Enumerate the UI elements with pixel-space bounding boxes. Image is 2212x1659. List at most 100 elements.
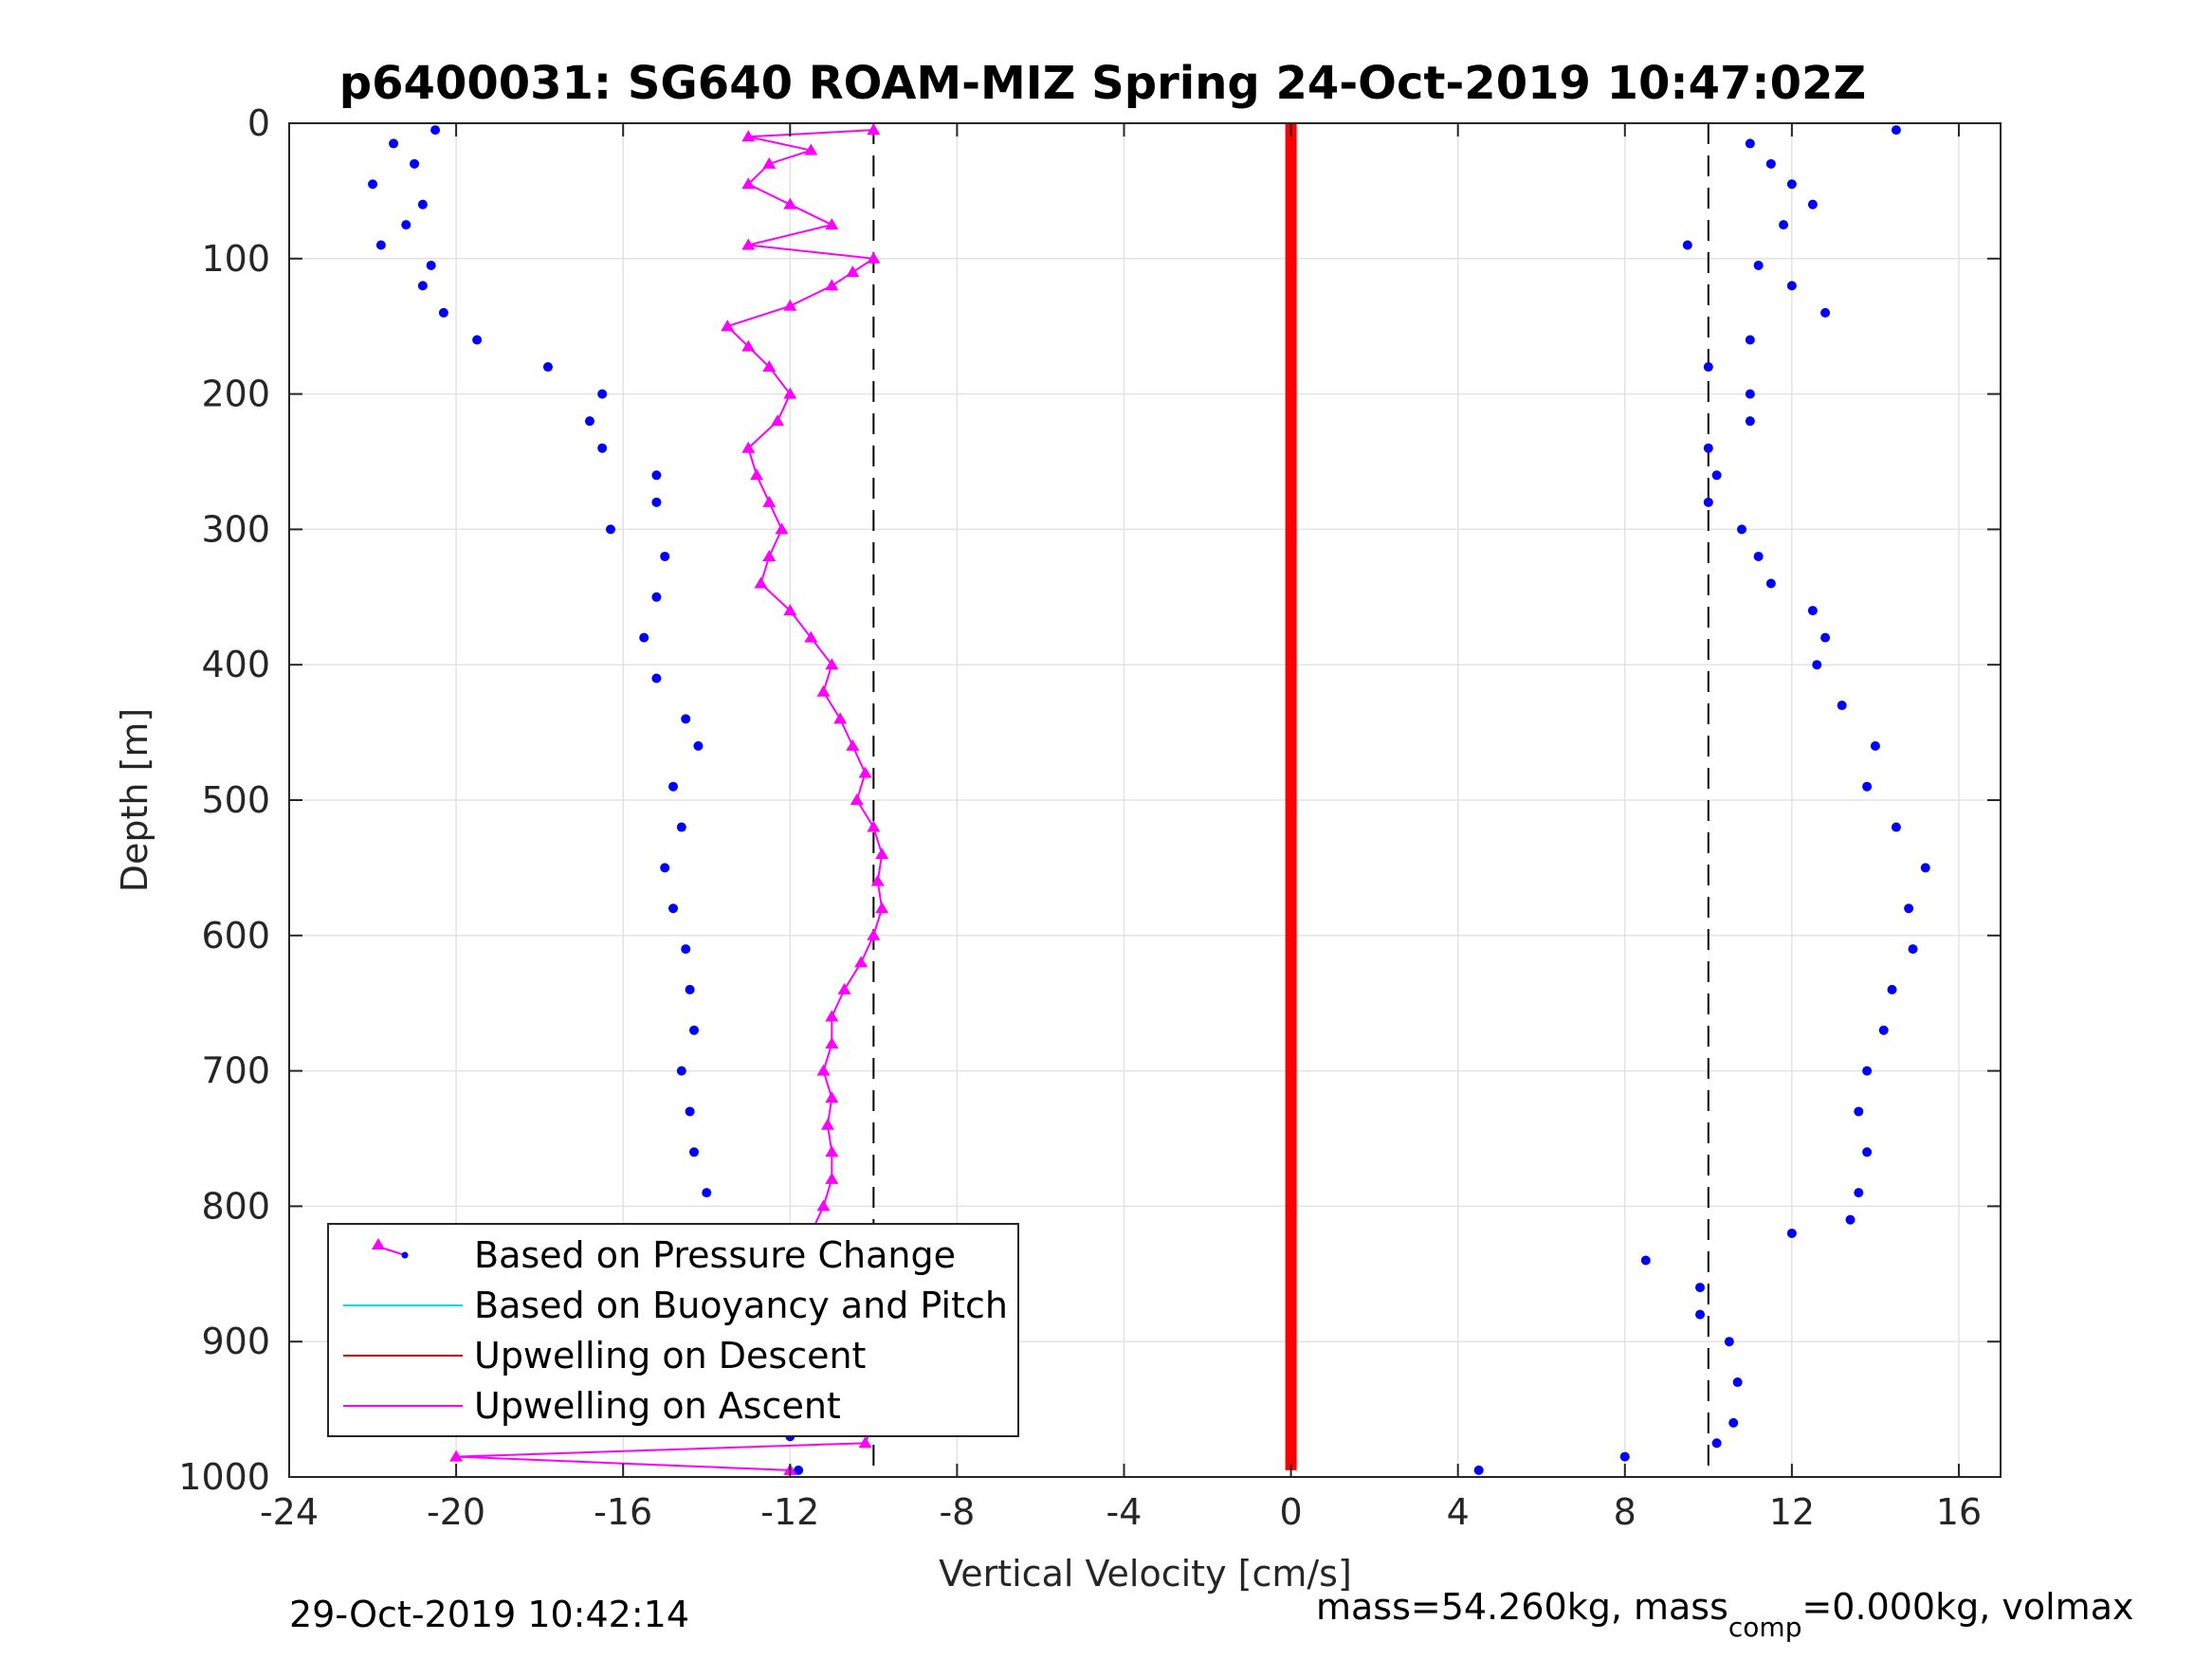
upwelling-ascent-point — [825, 218, 839, 230]
pressure-change-point — [702, 1188, 712, 1198]
upwelling-ascent-point — [816, 1064, 831, 1076]
upwelling-ascent-point — [741, 339, 756, 352]
chart-title: p6400031: SG640 ROAM-MIZ Spring 24-Oct-2… — [339, 57, 1866, 110]
pressure-change-point — [1891, 125, 1901, 136]
y-tick-label: 100 — [201, 238, 270, 280]
upwelling-ascent-point — [750, 468, 764, 481]
upwelling-ascent-point — [867, 928, 881, 940]
pressure-change-point — [1878, 1025, 1889, 1035]
pressure-change-point — [389, 138, 399, 149]
legend-label-ascent: Upwelling on Ascent — [474, 1385, 841, 1427]
x-tick-label: -8 — [939, 1491, 975, 1533]
x-tick-label: 4 — [1447, 1491, 1470, 1533]
upwelling-ascent-point — [850, 793, 864, 805]
pressure-change-point — [685, 1106, 695, 1117]
pressure-change-point — [1682, 240, 1692, 250]
pressure-change-point — [1737, 524, 1747, 535]
upwelling-ascent-point — [783, 197, 797, 210]
pressure-change-point — [1779, 220, 1789, 230]
upwelling-ascent-point — [825, 1037, 839, 1049]
pressure-change-point — [1854, 1106, 1864, 1117]
pressure-change-point — [1908, 944, 1918, 955]
upwelling-ascent-point — [854, 956, 868, 968]
upwelling-ascent-point — [775, 522, 789, 535]
x-tick-label: 8 — [1614, 1491, 1636, 1533]
pressure-change-point — [1753, 260, 1764, 270]
x-axis-label: Vertical Velocity [cm/s] — [939, 1553, 1352, 1595]
pressure-change-point — [417, 199, 428, 210]
pressure-change-point — [1711, 470, 1722, 481]
x-axis: -24 -20 -16 -12 -8 -4 0 4 8 12 16 — [260, 123, 1982, 1533]
upwelling-ascent-point — [846, 738, 860, 751]
pressure-change-point — [438, 307, 448, 318]
pressure-change-point — [1765, 158, 1776, 169]
upwelling-ascent-point — [783, 604, 797, 616]
pressure-change-point — [668, 903, 679, 914]
upwelling-ascent-point — [804, 143, 818, 155]
pressure-change-point — [1753, 551, 1764, 561]
pressure-change-point — [1870, 740, 1880, 751]
pressure-change-point — [401, 220, 411, 230]
x-tick-label: -20 — [427, 1491, 485, 1533]
upwelling-ascent-point — [825, 1172, 839, 1184]
upwelling-ascent-point — [825, 658, 839, 670]
pressure-change-point — [676, 822, 686, 832]
pressure-change-point — [1728, 1417, 1739, 1428]
y-tick-label: 0 — [247, 102, 270, 144]
legend-label-buoyancy: Based on Buoyancy and Pitch — [474, 1285, 1008, 1326]
pressure-change-point — [668, 781, 679, 792]
y-tick-label: 200 — [201, 374, 270, 415]
upwelling-ascent-point — [762, 495, 777, 507]
upwelling-ascent-point — [816, 684, 831, 697]
pressure-change-point — [689, 1025, 700, 1035]
pressure-change-point — [472, 335, 483, 345]
pressure-change-point — [1765, 578, 1776, 589]
pressure-change-point — [410, 158, 420, 169]
pressure-change-point — [1786, 281, 1797, 291]
upwelling-ascent-point — [825, 1010, 839, 1022]
pressure-change-point — [660, 551, 670, 561]
pressure-change-point — [1786, 179, 1797, 190]
upwelling-ascent-point — [875, 902, 889, 914]
pressure-change-point — [1786, 1228, 1797, 1238]
pressure-change-point — [1891, 822, 1901, 832]
pressure-change-point — [1711, 1438, 1722, 1449]
pressure-change-point — [1703, 362, 1713, 373]
y-tick-label: 600 — [201, 915, 270, 957]
pressure-change-point — [676, 1066, 686, 1076]
legend-marker-dot — [401, 1251, 409, 1259]
pressure-change-point — [417, 281, 428, 291]
pressure-change-point — [1854, 1188, 1864, 1198]
pressure-change-point — [651, 470, 662, 481]
upwelling-ascent-point — [449, 1449, 464, 1462]
pressure-change-point — [1807, 199, 1818, 210]
upwelling-ascent-point — [741, 238, 756, 250]
upwelling-ascent-point — [783, 387, 797, 399]
upwelling-ascent-point — [858, 1436, 872, 1449]
pressure-change-point — [1745, 389, 1755, 399]
upwelling-ascent-point — [762, 360, 777, 373]
pressure-change-point — [375, 240, 386, 250]
upwelling-ascent-point — [762, 156, 777, 169]
x-tick-label: -16 — [594, 1491, 652, 1533]
pressure-change-point — [1862, 1066, 1873, 1076]
legend-label-pressure: Based on Pressure Change — [474, 1234, 956, 1276]
footer-mass-subscript: comp — [1728, 1612, 1802, 1643]
upwelling-ascent-point — [875, 848, 889, 860]
y-axis: 0 100 200 300 400 500 600 700 800 900 1000 — [178, 102, 2001, 1498]
upwelling-ascent-point — [846, 265, 860, 278]
pressure-change-point — [1807, 606, 1818, 616]
upwelling-ascent-point — [825, 1091, 839, 1103]
upwelling-ascent-point — [825, 1145, 839, 1158]
pressure-change-point — [1820, 632, 1831, 643]
y-tick-label: 500 — [201, 779, 270, 821]
y-tick-label: 900 — [201, 1321, 270, 1362]
upwelling-ascent-point — [721, 319, 735, 332]
pressure-change-point — [1812, 660, 1822, 670]
pressure-change-point — [1732, 1377, 1743, 1388]
upwelling-ascent-point — [867, 123, 881, 136]
pressure-change-point — [651, 592, 662, 602]
upwelling-ascent-point — [741, 130, 756, 142]
pressure-change-point — [651, 673, 662, 684]
upwelling-ascent-point — [867, 820, 881, 832]
